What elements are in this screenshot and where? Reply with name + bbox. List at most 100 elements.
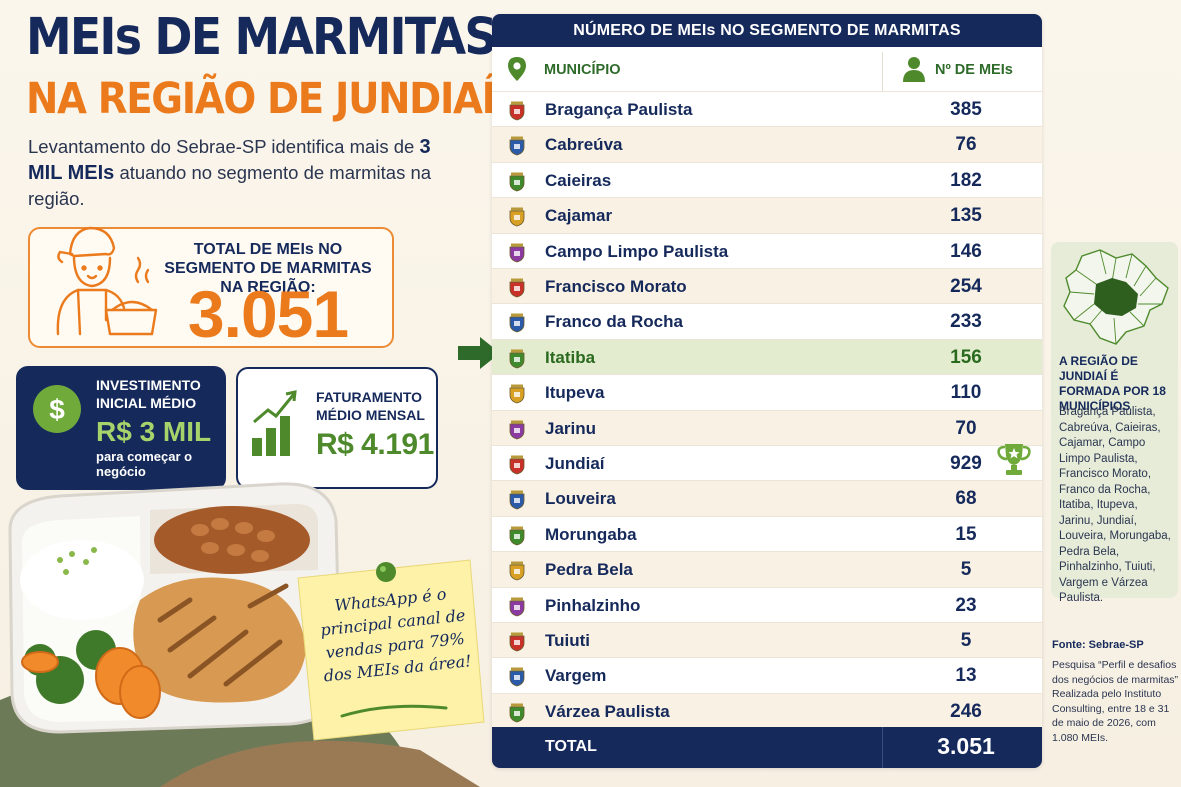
meis-count: 233 [950, 311, 982, 333]
table-header: NÚMERO DE MEIs NO SEGMENTO DE MARMITAS [492, 14, 1042, 47]
dollar-coin-icon: $ [33, 385, 81, 433]
table-row: Jarinu 70 [492, 409, 1042, 445]
table-row: Tuiuti 5 [492, 622, 1042, 658]
total-card [28, 227, 394, 348]
meis-count: 929 [950, 453, 982, 474]
sticky-note-text: WhatsApp é o principal canal de vendas p… [319, 584, 473, 686]
revenue-label: FATURAMENTO MÉDIO MENSAL [316, 389, 425, 423]
meis-count: 182 [950, 169, 982, 191]
meis-count: 146 [950, 240, 982, 262]
municipality-name: Morungaba [545, 524, 637, 544]
municipality-name: Pinhalzinho [545, 595, 641, 615]
table-row: Pedra Bela 5 [492, 551, 1042, 587]
municipality-name: Bragança Paulista [545, 100, 693, 119]
municipality-crest-icon [509, 136, 525, 156]
table-row: Campo Limpo Paulista 146 [492, 232, 1042, 268]
meis-count: 254 [950, 276, 982, 297]
intro-bold: 3 MIL MEIs [28, 136, 431, 184]
meis-count: 76 [955, 134, 977, 156]
municipality-name: Itupeva [545, 383, 605, 403]
meis-count: 156 [950, 346, 982, 368]
municipality-crest-icon [509, 384, 525, 404]
table-row: Itatiba 156 [492, 338, 1042, 375]
table-row: Jundiaí 929 [492, 445, 1042, 481]
municipality-name: Várzea Paulista [545, 701, 670, 721]
meis-count: 246 [950, 700, 982, 722]
municipality-name: Cabreúva [545, 135, 623, 155]
table-title: NÚMERO DE MEIs NO SEGMENTO DE MARMITAS [573, 21, 961, 39]
trophy-icon [997, 444, 1031, 475]
table-row: Caieiras 182 [492, 161, 1042, 198]
municipality-crest-icon [509, 667, 525, 687]
municipality-crest-icon [509, 243, 525, 263]
municipality-crest-icon [509, 455, 525, 475]
table-row: Vargem 13 [492, 657, 1042, 693]
table-row: Morungaba 15 [492, 515, 1042, 552]
meis-count: 5 [960, 630, 972, 651]
table-row: Cajamar 135 [492, 197, 1042, 233]
underline-swoosh [340, 704, 448, 718]
total-row-value: 3.051 [937, 733, 995, 759]
municipality-crest-icon [509, 101, 525, 121]
meis-count: 110 [950, 382, 982, 404]
total-value: 3.051 [187, 277, 349, 351]
table-row: Franco da Rocha 233 [492, 303, 1042, 339]
growth-bars-icon [252, 390, 297, 456]
investment-note: para começar o negócio [96, 449, 193, 479]
municipality-name: Vargem [545, 666, 607, 686]
investment-value: R$ 3 MIL [96, 416, 212, 447]
municipality-crest-icon [509, 632, 525, 652]
municipality-name: Tuiuti [545, 631, 590, 650]
municipality-crest-icon [509, 703, 525, 723]
highlight-arrow-icon [458, 337, 500, 369]
column-header-meis: Nº DE MEIs [935, 62, 1013, 78]
total-row-divider [882, 727, 883, 768]
location-pin-icon [508, 57, 526, 81]
meis-count: 385 [950, 99, 982, 120]
person-icon [903, 57, 925, 82]
meis-count: 5 [960, 559, 972, 581]
marmita-illustration [0, 482, 480, 787]
svg-text:$: $ [49, 394, 65, 425]
municipality-name: Cajamar [545, 206, 613, 226]
table-total-row: TOTAL 3.051 [492, 727, 1042, 768]
pushpin-icon [376, 562, 396, 582]
region-title: A REGIÃO DE JUNDIAÍ É FORMADA POR 18 MUN… [1059, 354, 1166, 413]
region-map-icon [1063, 249, 1169, 345]
intro-post: atuando no segmento de marmitas na regiã… [28, 162, 432, 209]
page-subtitle: NA REGIÃO DE JUNDIAÍ [26, 74, 496, 124]
revenue-value: R$ 4.191 [316, 428, 434, 461]
meis-count: 68 [955, 488, 977, 510]
table-row: Louveira 68 [492, 480, 1042, 516]
municipality-crest-icon [509, 349, 525, 369]
municipality-crest-icon [509, 561, 525, 581]
municipality-name: Itatiba [545, 347, 596, 367]
municipality-name: Jarinu [545, 418, 597, 438]
table-row: Francisco Morato 254 [492, 268, 1042, 304]
municipality-crest-icon [509, 490, 525, 510]
total-label: TOTAL DE MEIs NO SEGMENTO DE MARMITAS NA… [164, 241, 372, 296]
municipality-crest-icon [509, 597, 525, 617]
intro-text: Levantamento do Sebrae-SP identifica mai… [28, 134, 448, 212]
sticky-note [297, 559, 485, 741]
column-header-municipio: MUNICÍPIO [544, 62, 621, 78]
municipality-name: Pedra Bela [545, 560, 633, 580]
municipality-name: Campo Limpo Paulista [545, 241, 729, 261]
table-row: Várzea Paulista 246 [492, 692, 1042, 729]
table-row: Pinhalzinho 23 [492, 586, 1042, 622]
meis-count: 13 [955, 665, 977, 687]
meis-count: 70 [955, 417, 977, 439]
municipality-crest-icon [509, 526, 525, 546]
region-list: Bragança Paulista, Cabreúva, Caieiras, C… [1059, 406, 1171, 604]
municipality-name: Caieiras [545, 170, 612, 190]
municipality-crest-icon [509, 278, 525, 298]
total-row-label: TOTAL [545, 738, 597, 755]
source-text: Pesquisa “Perfil e desafios dos negócios… [1052, 659, 1179, 744]
municipality-name: Franco da Rocha [545, 312, 683, 332]
page-title: MEIs DE MARMITAS [26, 8, 497, 67]
meis-count: 23 [955, 594, 977, 616]
municipality-crest-icon [509, 207, 525, 227]
meis-count: 135 [950, 205, 982, 227]
table-row: Itupeva 110 [492, 374, 1042, 410]
municipality-crest-icon [509, 420, 525, 440]
